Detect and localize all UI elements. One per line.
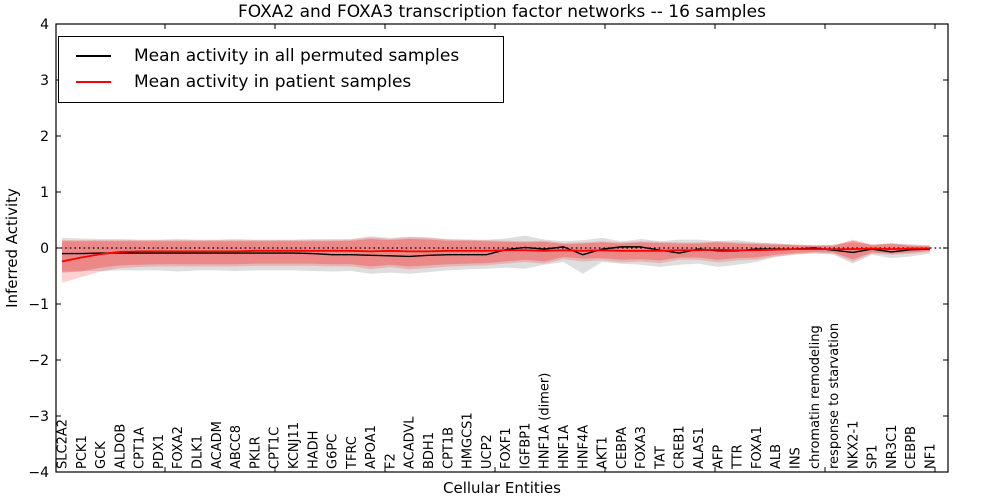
x-tick-label: AFP <box>711 445 726 469</box>
x-tick-label: CPT1A <box>133 427 148 469</box>
y-tick-label: −3 <box>28 409 49 425</box>
patient-line-swatch <box>76 81 111 83</box>
x-tick-label: NKX2-1 <box>846 421 861 469</box>
x-tick-label: DLK1 <box>191 435 206 469</box>
x-tick-label: CEBPB <box>904 426 919 469</box>
x-tick-label: AKT1 <box>596 436 611 469</box>
x-tick-label: CREB1 <box>673 425 688 469</box>
legend-entry-patient: Mean activity in patient samples <box>59 69 503 95</box>
x-tick-label: chromatin remodeling <box>808 325 823 469</box>
chart-title: FOXA2 and FOXA3 transcription factor net… <box>238 2 766 22</box>
x-tick-label: ACADVL <box>403 416 418 469</box>
band-1 <box>62 237 930 283</box>
y-tick-label: −4 <box>28 465 49 481</box>
legend-label-permuted: Mean activity in all permuted samples <box>134 46 460 66</box>
x-tick-label: GCK <box>94 441 109 469</box>
x-tick-label: NR3C1 <box>885 425 900 469</box>
x-tick-label: PDX1 <box>152 434 167 469</box>
x-tick-label: SP1 <box>866 445 881 469</box>
band-2 <box>62 239 930 273</box>
x-tick-label: HNF4A <box>576 425 591 469</box>
x-tick-label: ALB <box>769 444 784 469</box>
x-tick-label: PCK1 <box>75 435 90 469</box>
y-tick-label: −1 <box>28 297 49 313</box>
series-line-1 <box>61 247 930 263</box>
x-category-labels: SLC2A2 PCK1 GCK ALDOB CPT1A PDX1 FOXA2 DLK1 ACAD… <box>56 323 939 470</box>
x-tick-label: ABCC8 <box>229 425 244 469</box>
x-tick-label: ALDOB <box>113 424 128 469</box>
x-tick-label: SLC2A2 <box>56 419 71 469</box>
legend-label-patient: Mean activity in patient samples <box>134 72 412 92</box>
x-tick-label: INS <box>788 447 803 469</box>
x-tick-label: HADH <box>306 431 321 469</box>
legend-entry-permuted: Mean activity in all permuted samples <box>59 43 503 69</box>
x-axis-ticks <box>164 24 936 472</box>
y-tick-label: 2 <box>40 129 49 145</box>
y-tick-label: −2 <box>28 353 49 369</box>
permuted-line-swatch <box>76 55 111 57</box>
x-tick-label: TAT <box>653 446 668 470</box>
x-tick-label: FOXA3 <box>634 426 649 469</box>
x-tick-label: CEBPA <box>615 427 630 469</box>
x-tick-label: IGFBP1 <box>518 423 533 469</box>
x-tick-label: ACADM <box>210 421 225 469</box>
x-tick-label: response to starvation <box>827 323 842 469</box>
x-tick-label: PKLR <box>248 436 263 469</box>
x-tick-label: CPT1B <box>441 427 456 469</box>
x-tick-label: TFRC <box>345 436 360 470</box>
x-tick-label: HNF1A <box>557 425 572 469</box>
y-tick-label: 3 <box>40 73 49 89</box>
x-tick-label: TTR <box>731 444 746 470</box>
legend-box: Mean activity in all permuted samples Me… <box>58 36 504 103</box>
y-tick-label: 1 <box>40 185 49 201</box>
x-tick-label: ALAS1 <box>692 427 707 469</box>
y-axis-ticks: 4 3 2 1 0 −1 −2 −3 −4 <box>28 17 948 481</box>
x-tick-label: NF1 <box>924 444 939 469</box>
band-0 <box>62 235 930 274</box>
y-tick-label: 0 <box>40 241 49 257</box>
plot-frame <box>55 23 949 473</box>
x-tick-label: F2 <box>383 453 398 469</box>
x-tick-label: KCNJ11 <box>287 422 302 469</box>
x-tick-label: G6PC <box>326 434 341 469</box>
x-tick-label: HMGCS1 <box>461 412 476 469</box>
x-tick-label: FOXA2 <box>171 426 186 469</box>
x-axis-label: Cellular Entities <box>443 479 561 497</box>
x-tick-label: FOXA1 <box>750 426 765 469</box>
x-tick-label: UCP2 <box>480 434 495 469</box>
x-tick-label: HNF1A (dimer) <box>538 373 553 469</box>
x-tick-label: APOA1 <box>364 425 379 469</box>
x-tick-label: CPT1C <box>268 427 283 469</box>
y-tick-label: 4 <box>40 17 49 33</box>
x-tick-label: FOXF1 <box>499 427 514 469</box>
x-tick-label: BDH1 <box>422 432 437 469</box>
